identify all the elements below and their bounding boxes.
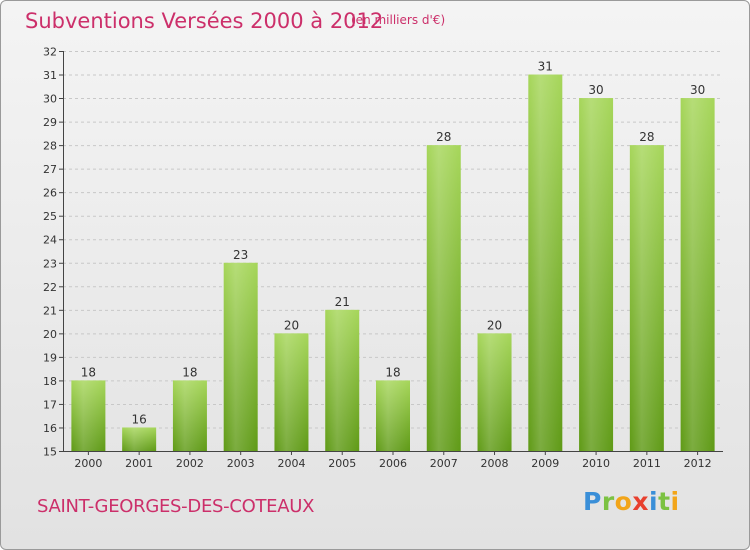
y-tick-label: 17 (43, 398, 57, 411)
bar-highlight (376, 380, 410, 451)
x-tick-label: 2008 (481, 457, 509, 470)
bar-highlight (223, 262, 258, 451)
x-tick-label: 2007 (430, 457, 458, 470)
logo-letter: r (601, 487, 615, 516)
bar-value-label: 18 (81, 365, 96, 379)
logo-letter: P (583, 487, 602, 516)
bar-value-label: 30 (588, 83, 603, 97)
y-tick-label: 15 (43, 446, 57, 459)
bar-value-label: 20 (487, 318, 502, 332)
bar-highlight (325, 309, 360, 451)
logo-letter: o (614, 487, 633, 516)
bar-highlight (477, 333, 512, 451)
bar-value-label: 16 (132, 412, 147, 426)
commune-name: SAINT-GEORGES-DES-COTEAUX (37, 496, 315, 517)
bar-value-label: 21 (335, 295, 350, 309)
bar-value-label: 20 (284, 318, 299, 332)
bar-highlight (71, 380, 106, 451)
x-tick-label: 2003 (227, 457, 255, 470)
y-tick-label: 27 (43, 163, 57, 176)
y-tick-label: 23 (43, 257, 57, 270)
axes (59, 51, 723, 455)
x-tick-label: 2010 (582, 457, 610, 470)
y-tick-label: 19 (43, 351, 57, 364)
bar-value-label: 18 (182, 365, 197, 379)
y-tick-label: 21 (43, 304, 57, 317)
bars (71, 74, 715, 451)
bar-highlight (274, 333, 309, 451)
bar-value-label: 23 (233, 248, 248, 262)
chart-title: Subventions Versées 2000 à 2012 (25, 9, 384, 33)
x-tick-label: 2001 (125, 457, 153, 470)
bar-value-label: 30 (690, 83, 705, 97)
bar-highlight (579, 98, 614, 451)
x-tick-label: 2002 (176, 457, 204, 470)
logo-letter: t (658, 487, 671, 516)
y-tick-label: 28 (43, 140, 57, 153)
y-tick-label: 25 (43, 210, 57, 223)
bar-value-label: 28 (436, 130, 451, 144)
bar-highlight (528, 74, 563, 451)
x-tick-label: 2011 (633, 457, 661, 470)
x-tick-label: 2005 (328, 457, 356, 470)
y-tick-label: 20 (43, 328, 57, 341)
y-tick-label: 32 (43, 46, 57, 59)
bar-highlight (680, 98, 715, 451)
y-tick-label: 16 (43, 422, 57, 435)
bar-value-label: 18 (385, 365, 400, 379)
chart-subtitle: (en milliers d'€) (351, 13, 446, 27)
bar-value-label: 31 (538, 60, 553, 74)
logo-letter: x (632, 487, 649, 516)
x-tick-label: 2009 (531, 457, 559, 470)
x-tick-label: 2012 (684, 457, 712, 470)
x-tick-label: 2004 (277, 457, 305, 470)
x-tick-label: 2006 (379, 457, 407, 470)
proxiti-logo: Proxiti (583, 487, 680, 516)
logo-letter: i (670, 487, 680, 516)
y-tick-label: 24 (43, 234, 57, 247)
logo-letter: i (649, 487, 659, 516)
y-tick-label: 18 (43, 375, 57, 388)
y-tick-label: 31 (43, 69, 57, 82)
labels: 15 16 17 18 19 20 21 22 23 24 25 26 27 28 29 30 31 32 18 20… (43, 46, 712, 471)
bar-highlight (122, 427, 157, 451)
bar-value-label: 28 (639, 130, 654, 144)
bar-highlight (172, 380, 207, 451)
x-tick-label: 2000 (74, 457, 102, 470)
y-tick-label: 29 (43, 116, 57, 129)
y-tick-label: 22 (43, 281, 57, 294)
bar-highlight (426, 145, 461, 451)
y-tick-label: 26 (43, 187, 57, 200)
y-tick-label: 30 (43, 93, 57, 106)
bar-highlight (629, 145, 664, 451)
